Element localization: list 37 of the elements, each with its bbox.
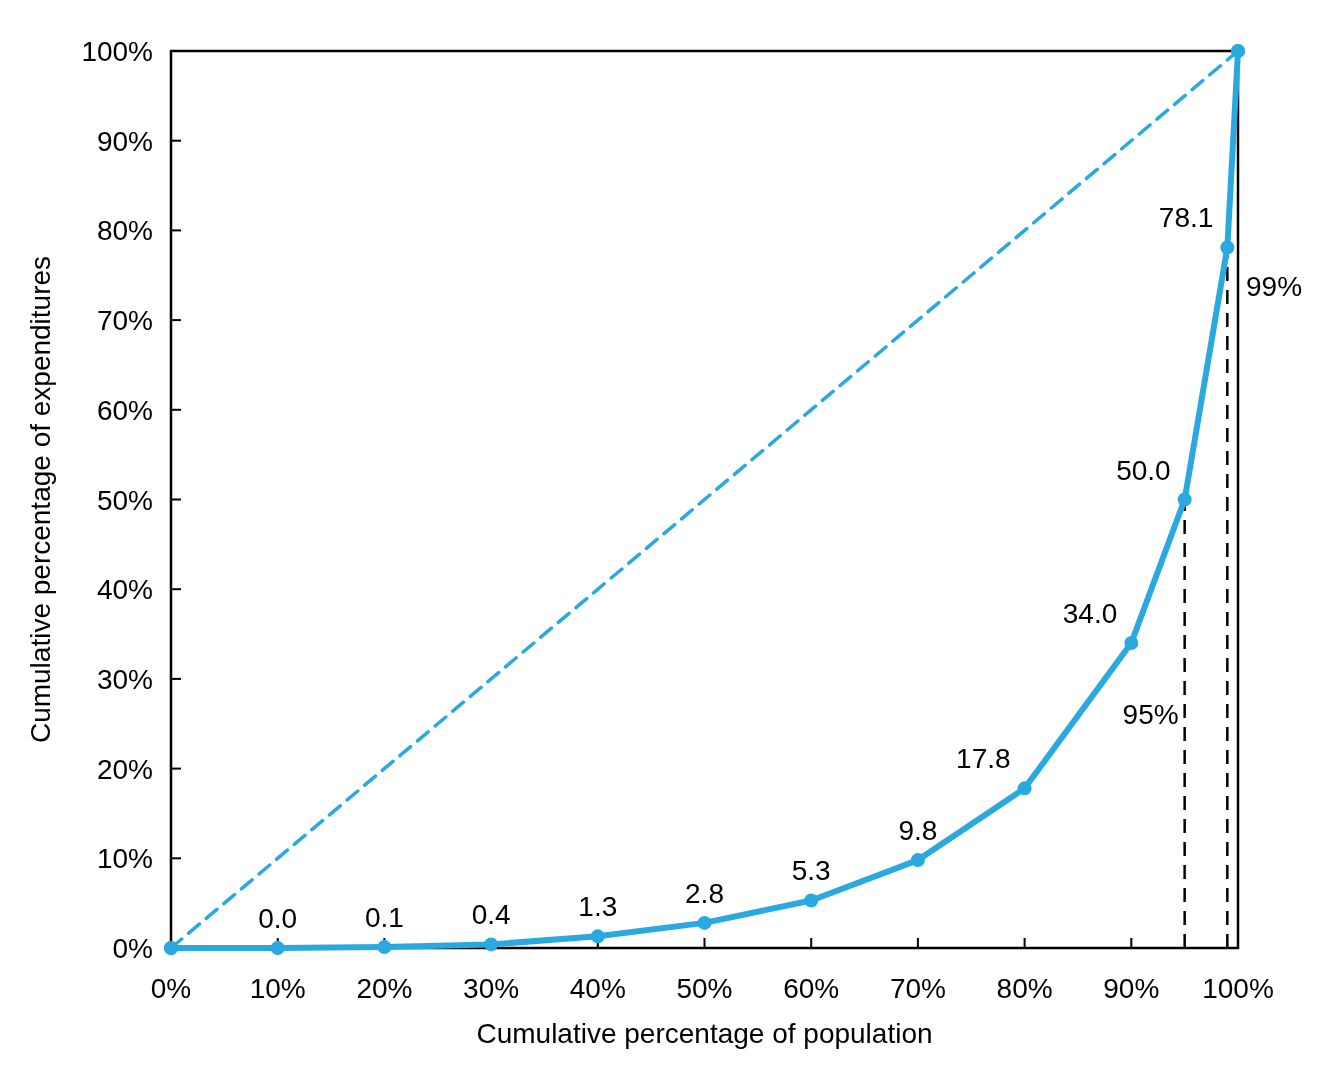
- y-tick-label: 20%: [96, 753, 153, 785]
- x-tick-label: 0%: [150, 973, 192, 1004]
- y-tick-label: 90%: [96, 125, 153, 157]
- ref-line-label: 99%: [1246, 271, 1303, 303]
- ref-line-label: 95%: [1122, 698, 1179, 730]
- data-label: 5.3: [791, 855, 831, 887]
- x-tick-label: 70%: [889, 973, 946, 1004]
- y-tick-label: 10%: [96, 843, 153, 875]
- data-label: 9.8: [898, 815, 938, 847]
- y-tick-label: 80%: [96, 215, 153, 247]
- data-label: 2.8: [685, 877, 724, 909]
- y-tick-label: 40%: [96, 574, 153, 606]
- x-tick-label: 90%: [1103, 973, 1160, 1004]
- y-tick-label: 100%: [81, 36, 153, 67]
- x-axis-title: Cumulative percentage of population: [476, 1018, 933, 1049]
- x-tick-label: 60%: [783, 973, 840, 1004]
- x-tick-label: 30%: [463, 973, 520, 1004]
- data-label: 17.8: [956, 743, 1011, 775]
- x-tick-label: 80%: [996, 973, 1053, 1004]
- data-label: 0.1: [364, 902, 404, 934]
- y-tick-label: 0%: [112, 933, 153, 964]
- y-tick-label: 50%: [96, 484, 153, 516]
- x-tick-label: 20%: [356, 973, 413, 1004]
- data-label: 1.3: [578, 891, 618, 923]
- y-tick-label: 60%: [96, 394, 153, 426]
- y-axis-title: Cumulative percentage of expenditures: [25, 255, 56, 744]
- x-tick-label: 40%: [569, 973, 626, 1004]
- data-label: 78.1: [1158, 202, 1214, 234]
- data-label: 0.0: [258, 903, 298, 934]
- y-tick-label: 70%: [96, 305, 153, 337]
- x-tick-label: 50%: [676, 973, 733, 1004]
- y-tick-label: 30%: [96, 663, 153, 695]
- x-tick-label: 100%: [1202, 973, 1274, 1004]
- data-label: 0.4: [471, 899, 511, 931]
- data-label: 50.0: [1116, 454, 1171, 486]
- x-tick-label: 10%: [249, 973, 306, 1004]
- data-label: 34.0: [1062, 598, 1118, 630]
